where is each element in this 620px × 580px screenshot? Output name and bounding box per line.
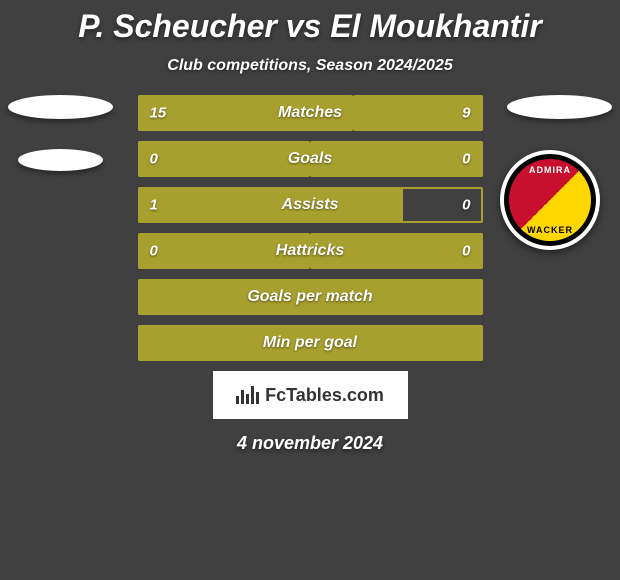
content-area: ADMIRA WACKER Matches 15 9 Goals 0 0 Assists 1 0… bbox=[0, 95, 620, 454]
stat-value-left: 1 bbox=[150, 197, 158, 214]
fctables-label: FcTables.com bbox=[265, 385, 384, 406]
stat-value-left: 15 bbox=[150, 105, 167, 122]
stat-value-right: 9 bbox=[462, 105, 470, 122]
ellipse-shape-small-icon bbox=[18, 149, 103, 171]
stat-row: Assists 1 0 bbox=[138, 187, 483, 223]
badge-text-bottom: WACKER bbox=[527, 225, 573, 235]
stat-row: Goals 0 0 bbox=[138, 141, 483, 177]
fctables-attribution: FcTables.com bbox=[213, 371, 408, 419]
player-left-avatar-group bbox=[8, 95, 113, 171]
stat-label: Min per goal bbox=[263, 334, 357, 352]
stat-value-left: 0 bbox=[150, 243, 158, 260]
club-badge-inner: ADMIRA WACKER bbox=[509, 159, 592, 242]
stat-label: Matches bbox=[278, 104, 342, 122]
stat-bar-left bbox=[138, 141, 311, 177]
comparison-container: P. Scheucher vs El Moukhantir Club compe… bbox=[0, 0, 620, 454]
stat-row: Matches 15 9 bbox=[138, 95, 483, 131]
subtitle: Club competitions, Season 2024/2025 bbox=[0, 57, 620, 75]
stat-label: Goals bbox=[288, 150, 332, 168]
stat-value-left: 0 bbox=[150, 151, 158, 168]
stats-list: Matches159Goals00Assists10Hattricks00Goa… bbox=[138, 95, 483, 361]
club-badge: ADMIRA WACKER bbox=[500, 150, 600, 250]
stat-row: Goals per match bbox=[138, 279, 483, 315]
stat-row: Hattricks 0 0 bbox=[138, 233, 483, 269]
stat-row: Min per goal bbox=[138, 325, 483, 361]
stat-bar-right bbox=[310, 141, 483, 177]
stat-label: Goals per match bbox=[247, 288, 372, 306]
stat-bar-left bbox=[138, 187, 404, 223]
ellipse-shape-icon bbox=[8, 95, 113, 119]
stat-value-right: 0 bbox=[462, 243, 470, 260]
date-text: 4 november 2024 bbox=[0, 433, 620, 454]
badge-text-top: ADMIRA bbox=[529, 165, 571, 175]
stat-value-right: 0 bbox=[462, 151, 470, 168]
bars-icon bbox=[236, 386, 259, 404]
player-right-avatar-group bbox=[507, 95, 612, 119]
page-title: P. Scheucher vs El Moukhantir bbox=[0, 8, 620, 45]
stat-value-right: 0 bbox=[462, 197, 470, 214]
stat-label: Assists bbox=[282, 196, 339, 214]
stat-label: Hattricks bbox=[276, 242, 344, 260]
ellipse-shape-icon bbox=[507, 95, 612, 119]
